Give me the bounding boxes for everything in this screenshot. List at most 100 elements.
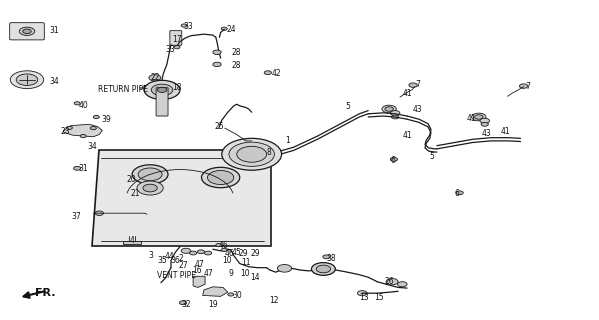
Circle shape — [382, 105, 397, 113]
Text: 34: 34 — [87, 142, 97, 151]
Text: 20: 20 — [126, 175, 136, 184]
Text: 17: 17 — [172, 35, 182, 44]
Circle shape — [277, 265, 292, 272]
Circle shape — [222, 138, 282, 170]
Circle shape — [216, 244, 222, 247]
Circle shape — [474, 115, 483, 119]
Text: 34: 34 — [50, 77, 59, 86]
Text: 24: 24 — [226, 25, 236, 34]
Circle shape — [221, 248, 227, 252]
Circle shape — [481, 123, 488, 126]
Text: 29: 29 — [250, 249, 260, 258]
Circle shape — [237, 146, 267, 162]
Text: 12: 12 — [270, 296, 279, 305]
Circle shape — [137, 181, 164, 195]
Circle shape — [398, 282, 407, 287]
Circle shape — [229, 142, 274, 166]
Text: 6: 6 — [391, 156, 395, 164]
Circle shape — [385, 107, 394, 111]
Circle shape — [207, 171, 234, 185]
Circle shape — [311, 263, 335, 275]
Circle shape — [480, 118, 489, 123]
Circle shape — [93, 116, 99, 119]
Text: 42: 42 — [272, 69, 282, 78]
FancyBboxPatch shape — [156, 88, 168, 116]
Text: 26: 26 — [385, 277, 395, 286]
Circle shape — [74, 166, 81, 170]
Circle shape — [323, 255, 330, 259]
Circle shape — [213, 50, 221, 54]
Text: 40: 40 — [78, 101, 88, 110]
Text: 38: 38 — [326, 254, 336, 263]
Text: 31: 31 — [78, 164, 88, 173]
Text: 46: 46 — [224, 249, 234, 258]
Text: 43: 43 — [482, 129, 492, 138]
Circle shape — [95, 211, 104, 215]
Text: 4: 4 — [129, 236, 134, 245]
Polygon shape — [202, 287, 228, 296]
Text: 7: 7 — [525, 82, 530, 91]
Text: RETURN PIPE: RETURN PIPE — [98, 85, 148, 94]
Polygon shape — [63, 124, 102, 137]
Circle shape — [179, 301, 186, 305]
Text: 13: 13 — [359, 292, 369, 301]
Circle shape — [391, 157, 398, 161]
Circle shape — [74, 102, 80, 105]
Circle shape — [181, 24, 187, 27]
Text: 15: 15 — [374, 292, 384, 301]
Text: 1: 1 — [285, 136, 290, 145]
Circle shape — [80, 134, 86, 138]
FancyBboxPatch shape — [170, 31, 181, 45]
Text: 35: 35 — [158, 256, 168, 265]
Bar — [123, 241, 141, 244]
Text: FR.: FR. — [35, 288, 56, 298]
Circle shape — [471, 113, 486, 121]
Text: 31: 31 — [50, 27, 59, 36]
Circle shape — [149, 75, 161, 81]
Text: 32: 32 — [181, 300, 191, 309]
Text: 43: 43 — [413, 106, 423, 115]
Text: 28: 28 — [232, 61, 241, 70]
Text: 5: 5 — [345, 102, 350, 111]
Text: 41: 41 — [500, 127, 510, 136]
Polygon shape — [193, 276, 205, 287]
Text: 6: 6 — [455, 189, 460, 198]
Circle shape — [392, 115, 399, 119]
Text: 25: 25 — [214, 122, 223, 131]
Text: 9: 9 — [228, 268, 233, 278]
Text: 2: 2 — [179, 254, 183, 263]
Text: 44: 44 — [165, 252, 174, 261]
Text: 19: 19 — [208, 300, 218, 309]
Circle shape — [174, 46, 180, 49]
Text: 11: 11 — [241, 258, 250, 267]
Circle shape — [23, 29, 31, 34]
Text: 41: 41 — [403, 131, 412, 140]
Circle shape — [19, 27, 35, 36]
Text: 10: 10 — [222, 257, 232, 266]
Circle shape — [144, 80, 180, 100]
Circle shape — [221, 27, 227, 30]
Circle shape — [197, 250, 204, 254]
Circle shape — [358, 291, 367, 296]
Circle shape — [391, 111, 400, 116]
Text: 30: 30 — [232, 291, 243, 300]
Text: 46: 46 — [218, 241, 228, 250]
Text: 28: 28 — [232, 48, 241, 58]
Circle shape — [66, 126, 72, 129]
Text: 16: 16 — [192, 266, 202, 276]
Circle shape — [519, 84, 528, 88]
Text: 41: 41 — [403, 89, 412, 98]
Text: 5: 5 — [429, 152, 435, 161]
Text: 21: 21 — [131, 189, 141, 198]
Circle shape — [409, 83, 418, 87]
Text: 10: 10 — [240, 268, 249, 278]
Text: 7: 7 — [416, 80, 420, 89]
Circle shape — [16, 74, 38, 85]
Circle shape — [201, 167, 240, 188]
Text: 47: 47 — [194, 260, 204, 269]
Polygon shape — [92, 150, 271, 246]
FancyBboxPatch shape — [10, 23, 44, 40]
Text: 33: 33 — [166, 45, 176, 54]
Circle shape — [386, 278, 398, 285]
Circle shape — [213, 62, 221, 67]
